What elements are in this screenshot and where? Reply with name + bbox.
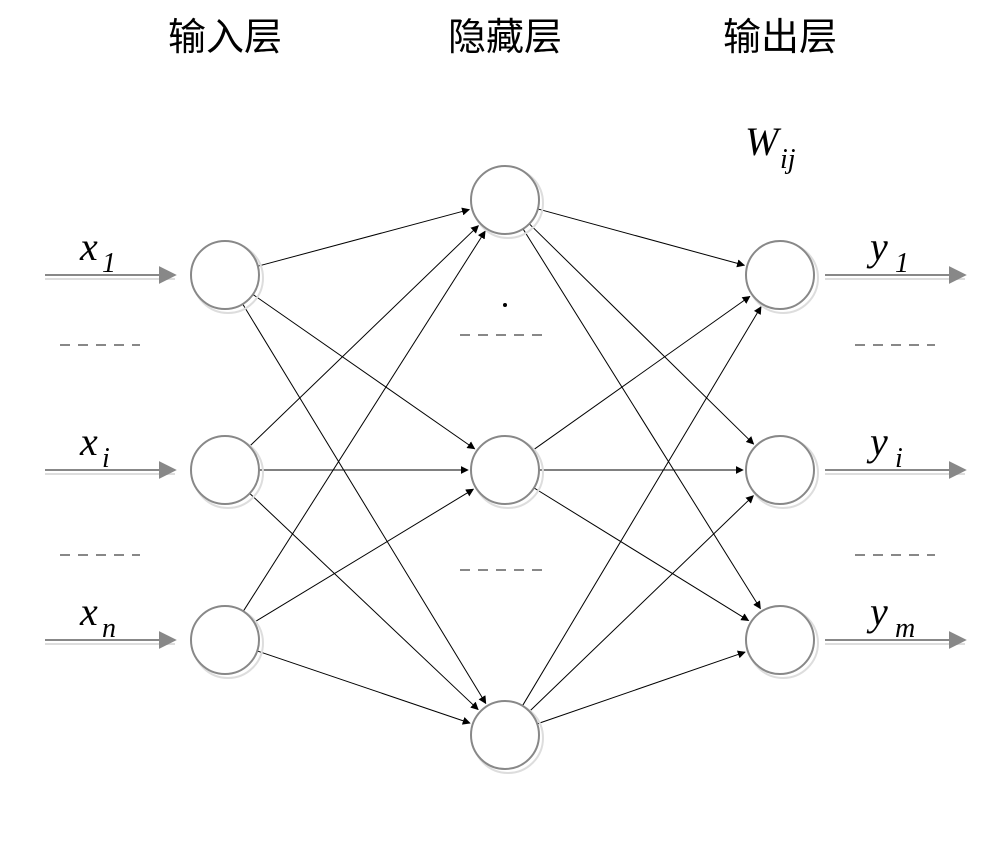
input-var-sub-2: n — [102, 613, 116, 644]
weight-label-base: W — [745, 119, 782, 164]
input-var-sub-0: 1 — [102, 248, 116, 279]
input-node-0 — [191, 241, 259, 309]
output-node-1 — [746, 436, 814, 504]
hidden-dot — [503, 303, 507, 307]
hidden-node-2 — [471, 701, 539, 769]
weight-label-sub: ij — [780, 144, 796, 175]
input-arrows — [45, 275, 175, 644]
output-var-1: y — [866, 419, 888, 464]
output-node-0 — [746, 241, 814, 309]
hidden-layer-label: 隐藏层 — [448, 17, 562, 59]
neural-network-diagram: 输入层 隐藏层 输出层 W ij x1xixny1yiym — [0, 0, 1000, 846]
input-var-0: x — [79, 224, 98, 269]
hidden-node-1 — [471, 436, 539, 504]
output-var-sub-2: m — [895, 613, 915, 644]
input-var-1: x — [79, 419, 98, 464]
output-var-sub-0: 1 — [895, 248, 909, 279]
input-var-2: x — [79, 589, 98, 634]
hidden-node-0 — [471, 166, 539, 234]
input-node-1 — [191, 436, 259, 504]
input-var-sub-1: i — [102, 443, 110, 474]
output-layer-label: 输出层 — [723, 17, 837, 59]
output-node-2 — [746, 606, 814, 674]
output-var-0: y — [866, 224, 888, 269]
output-var-sub-1: i — [895, 443, 903, 474]
input-layer-label: 输入层 — [168, 17, 282, 59]
output-var-2: y — [866, 589, 888, 634]
weight-label: W ij — [745, 119, 796, 175]
input-node-2 — [191, 606, 259, 674]
